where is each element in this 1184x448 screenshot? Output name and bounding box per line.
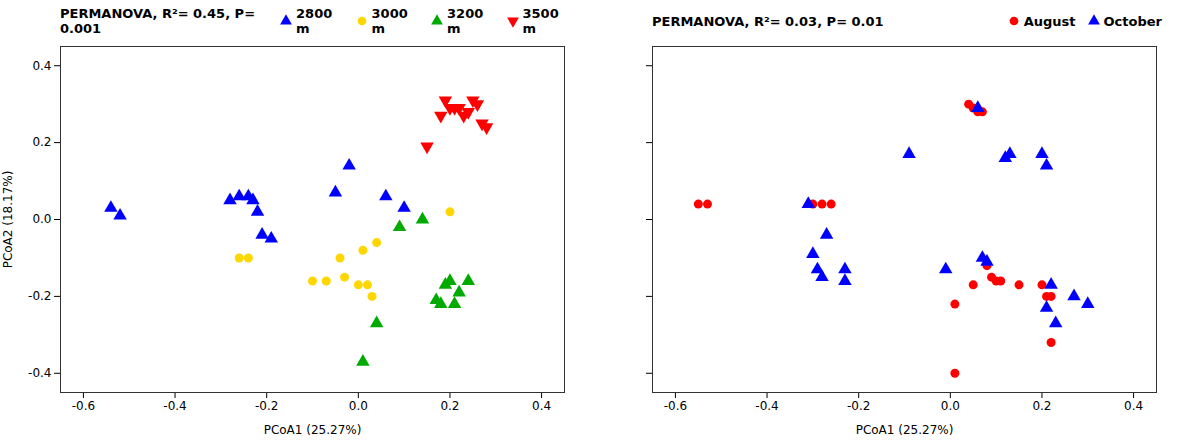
svg-text:-0.4: -0.4 xyxy=(163,399,186,413)
html-text:2800 m: 2800 m xyxy=(296,6,333,36)
html-text:3000 m: 3000 m xyxy=(371,6,408,36)
svg-text:0.2: 0.2 xyxy=(1032,399,1051,413)
svg-text:PCoA2 (18.17%): PCoA2 (18.17%) xyxy=(1,171,15,269)
svg-text:0.0: 0.0 xyxy=(32,212,51,226)
svg-text:0.4: 0.4 xyxy=(1124,399,1143,413)
svg-text:PCoA1 (25.27%): PCoA1 (25.27%) xyxy=(264,423,362,437)
svg-text:-0.2: -0.2 xyxy=(255,399,278,413)
html-text:PERMANOVA, R²= 0.03, P= 0.01: PERMANOVA, R²= 0.03, P= 0.01 xyxy=(652,13,884,29)
svg-text:-0.6: -0.6 xyxy=(72,399,95,413)
html-text:October: October xyxy=(1103,13,1162,29)
html-text:3200 m: 3200 m xyxy=(447,6,484,36)
html-text:3500 m: 3500 m xyxy=(522,6,559,36)
svg-text:-0.2: -0.2 xyxy=(847,399,870,413)
svg-text:PCoA1 (25.27%): PCoA1 (25.27%) xyxy=(856,423,954,437)
svg-text:0.2: 0.2 xyxy=(32,135,51,149)
svg-text:0.0: 0.0 xyxy=(349,399,368,413)
svg-text:0.0: 0.0 xyxy=(941,399,960,413)
svg-text:-0.6: -0.6 xyxy=(664,399,687,413)
html-text:August: August xyxy=(1023,13,1076,29)
html-text:PERMANOVA, R²= 0.45, P= 0.001: PERMANOVA, R²= 0.45, P= 0.001 xyxy=(60,6,255,36)
svg-text:0.4: 0.4 xyxy=(32,59,51,73)
svg-text:-0.4: -0.4 xyxy=(755,399,778,413)
svg-text:0.2: 0.2 xyxy=(440,399,459,413)
svg-text:-0.2: -0.2 xyxy=(28,289,51,303)
svg-text:0.4: 0.4 xyxy=(532,399,551,413)
svg-text:-0.4: -0.4 xyxy=(28,366,51,380)
